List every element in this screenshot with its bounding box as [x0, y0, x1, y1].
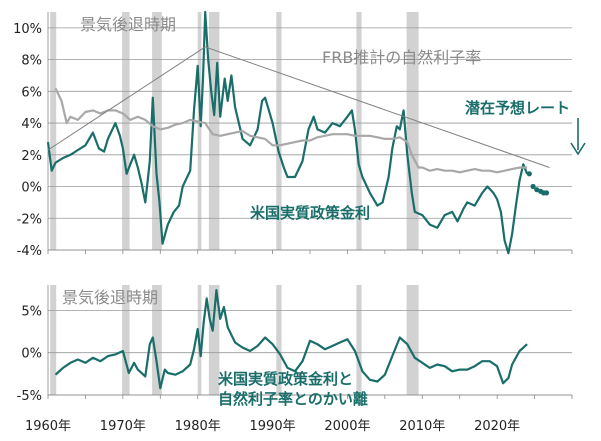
bottom-ytick-label-1: 0%: [21, 347, 42, 362]
bottom-recession-band-6: [356, 285, 362, 395]
bottom-recession-band-4: [208, 285, 220, 395]
top-series-real_rate: [46, 10, 529, 255]
bottom-recession-band-0: [50, 285, 57, 395]
x-tick-label-6: 2020年: [474, 419, 520, 434]
top-potential-point-5: [543, 190, 550, 196]
top-recession-band-6: [356, 12, 362, 250]
top-panel: -4% -2% 0% 2% 4% 6% 8% 10% 景気後退時期 FRB推計の自然利子率米国実質…: [13, 10, 586, 259]
bottom-ytick-label-0: -5%: [17, 389, 42, 404]
x-tick-label-3: 1990年: [250, 419, 296, 434]
top-series-trend: [47, 46, 550, 168]
gap-label-line2: 自然利子率とのかい離: [218, 390, 368, 408]
top-ytick-label-1: -2%: [17, 212, 42, 227]
gap-label-line1: 米国実質政策金利と: [218, 370, 353, 388]
top-ytick-label-3: 2%: [21, 149, 42, 164]
potential-rate-label: 潜在予想レート: [465, 99, 570, 117]
x-tick-label-5: 2010年: [399, 419, 445, 434]
bottom-recession-band-2: [152, 285, 162, 395]
top-recession-band-1: [122, 12, 130, 250]
potential-arrow-head: [570, 142, 586, 156]
bottom-recession-band-1: [122, 285, 130, 395]
top-ytick-label-0: -4%: [17, 244, 42, 259]
x-tick-label-1: 1970年: [100, 419, 146, 434]
top-ytick-label-2: 0%: [21, 181, 42, 196]
top-potential-point-1: [530, 183, 536, 190]
top-recession-band-3: [197, 12, 202, 250]
natural-rate-label: FRB推計の自然利子率: [322, 48, 481, 67]
top-recession-band-4: [208, 12, 220, 250]
top-recession-band-2: [152, 12, 162, 250]
real-rate-label: 米国実質政策金利: [250, 204, 370, 222]
bottom-series-gap: [54, 289, 528, 390]
bottom-recession-band-5: [276, 285, 282, 395]
top-recession-band-5: [276, 12, 282, 250]
top-series-natural_rate: [54, 87, 528, 174]
top-recession-band-7: [406, 12, 419, 250]
bottom-recession-band-7: [406, 285, 419, 395]
top-potential-point-0: [526, 171, 532, 177]
bottom-recession-label: 景気後退時期: [62, 288, 158, 307]
top-ytick-label-4: 4%: [21, 117, 42, 132]
top-ytick-label-6: 8%: [21, 54, 42, 69]
x-tick-label-0: 1960年: [25, 419, 71, 434]
top-recession-label: 景気後退時期: [80, 15, 176, 34]
top-recession-band-0: [50, 12, 57, 250]
bottom-ytick-label-2: 5%: [21, 304, 42, 319]
x-tick-label-4: 2000年: [324, 419, 370, 434]
top-ytick-label-5: 6%: [21, 85, 42, 100]
x-tick-label-2: 1980年: [175, 419, 221, 434]
top-ytick-label-7: 10%: [13, 22, 42, 37]
